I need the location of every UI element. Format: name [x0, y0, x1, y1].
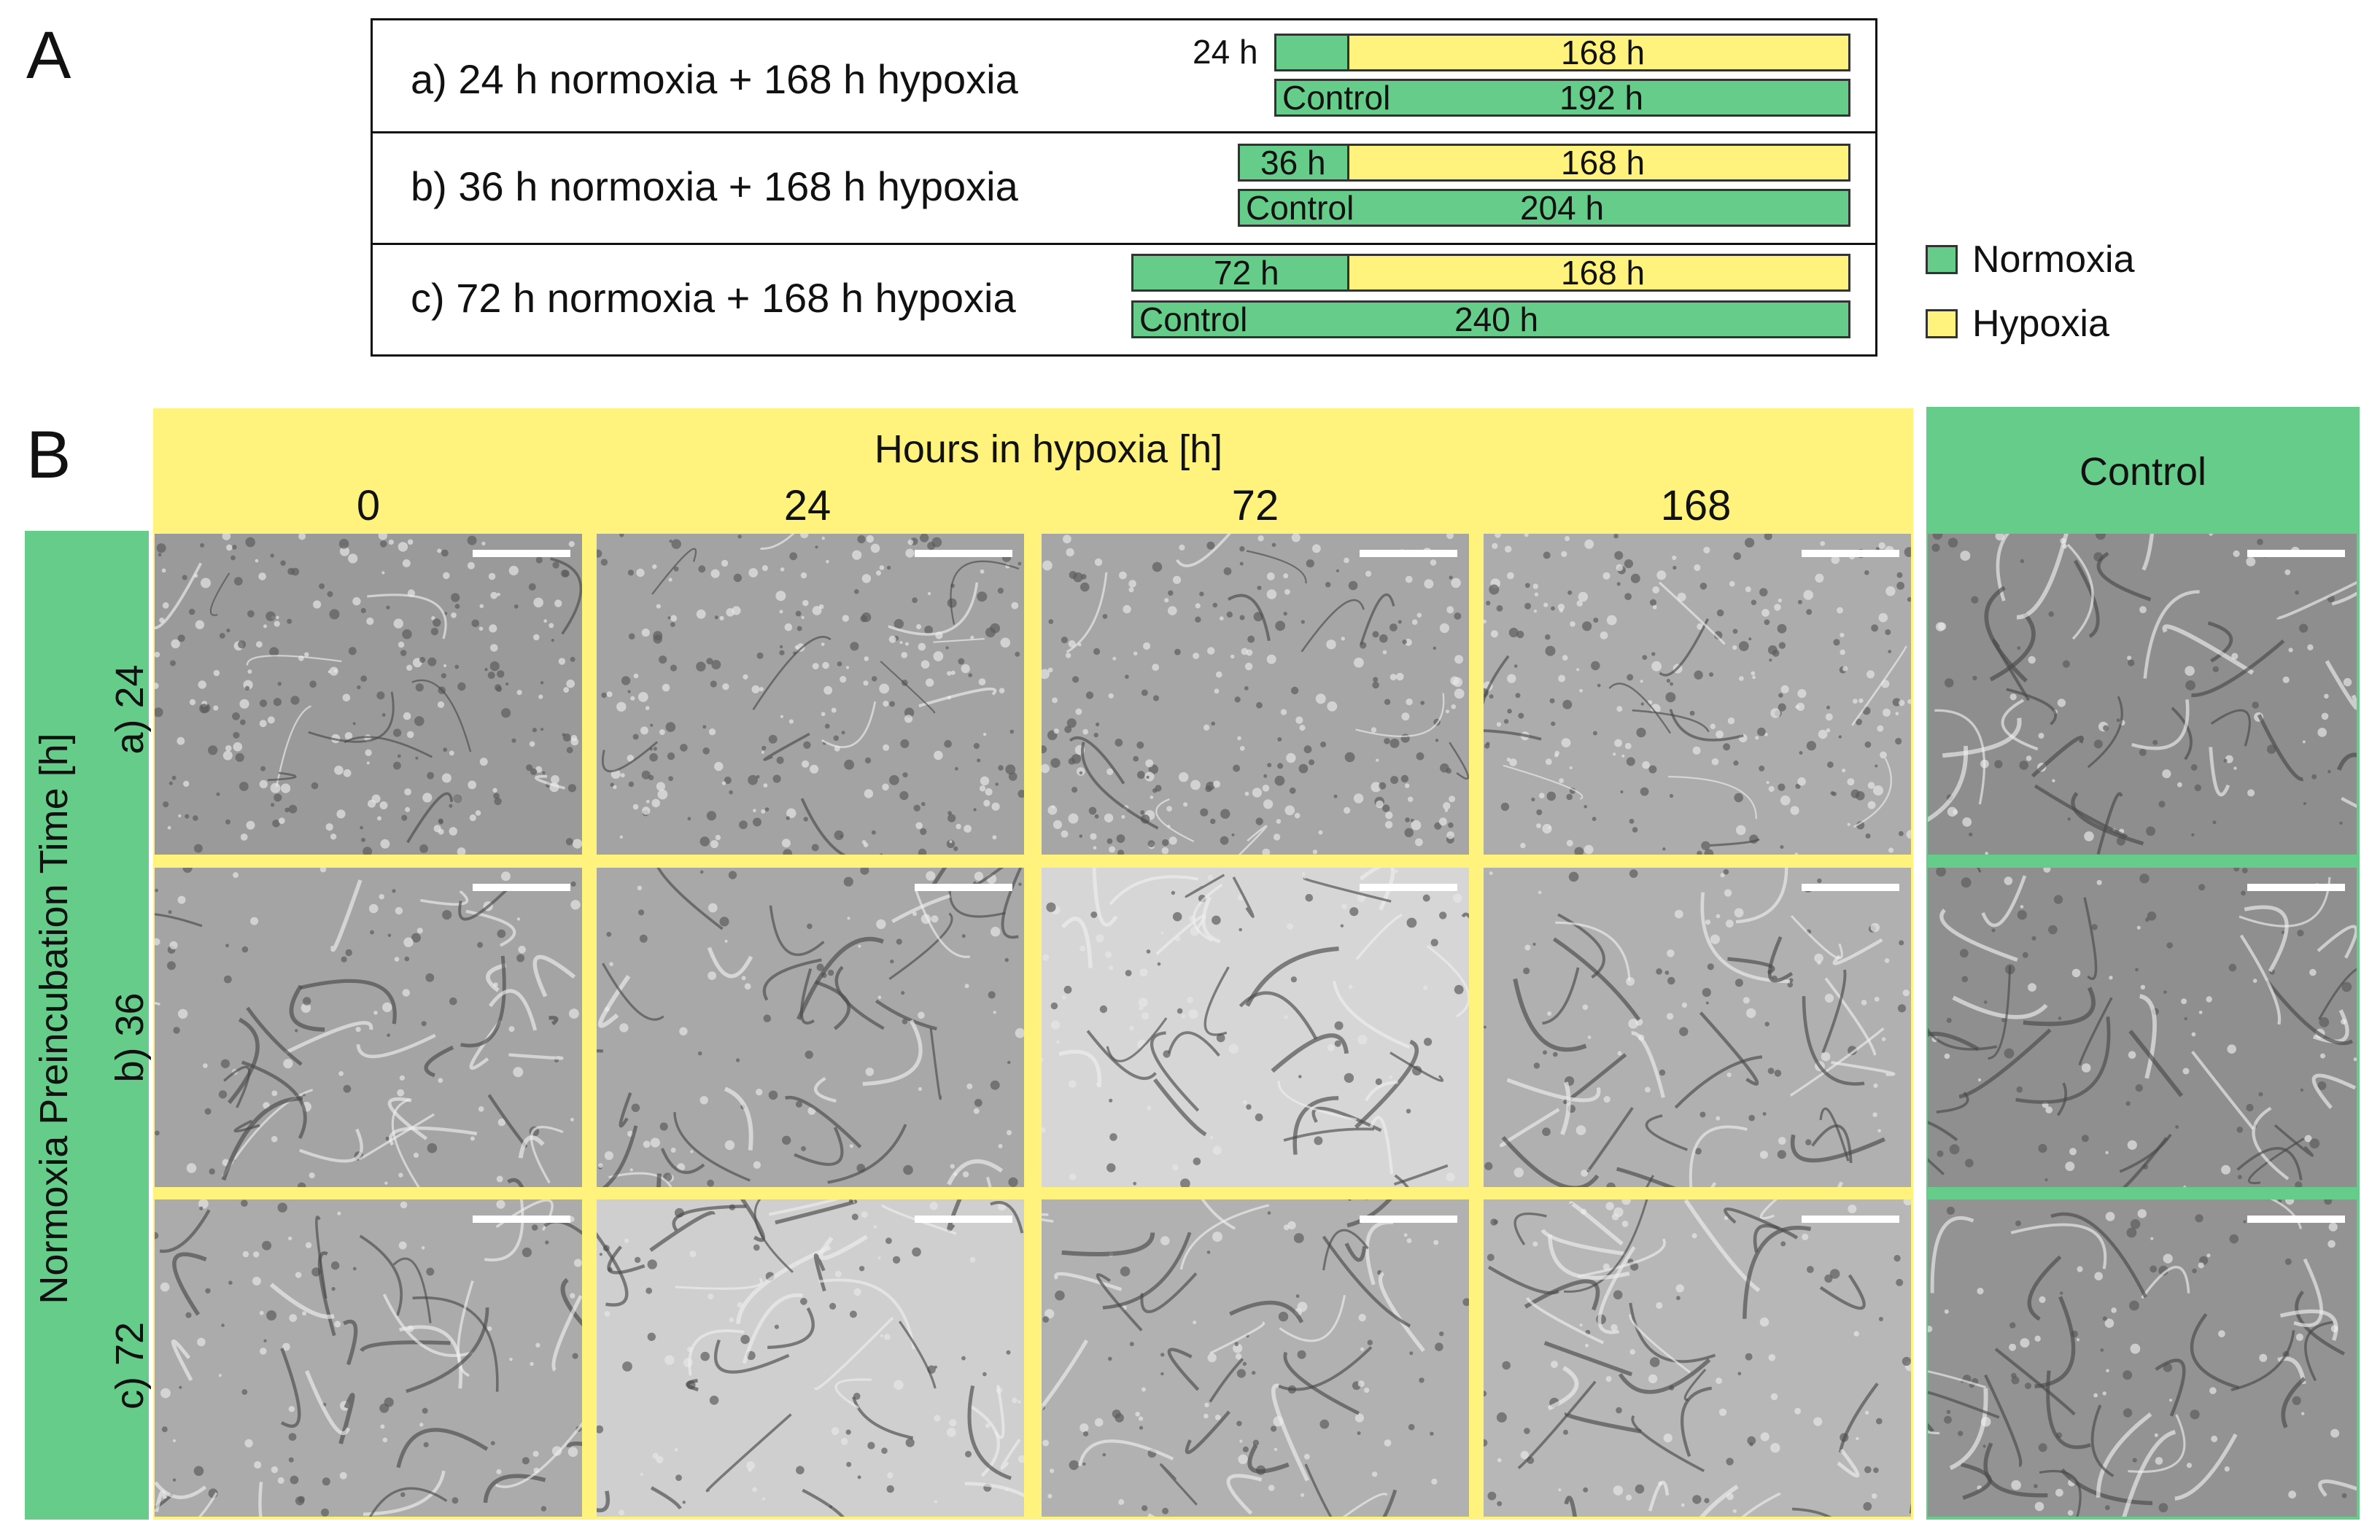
- micrograph-image: [597, 1199, 1024, 1517]
- micrograph-image: [1484, 534, 1911, 855]
- micrograph-image: [1484, 1199, 1911, 1517]
- legend-label-normoxia: Normoxia: [1972, 238, 2135, 281]
- control-bar-label: Control: [1282, 79, 1391, 117]
- control-bar-time: 192 h: [1559, 79, 1644, 117]
- micrograph-image: [155, 534, 582, 855]
- scale-bar: [1802, 1216, 1899, 1223]
- scale-bar: [915, 1216, 1012, 1223]
- hypoxia-bar: 168 h: [1347, 34, 1850, 71]
- schematic-row-c: c) 72 h normoxia + 168 h hypoxia 72 h 16…: [373, 245, 1875, 354]
- scale-bar: [1360, 550, 1457, 557]
- hypoxia-bar-label: 168 h: [1561, 144, 1646, 182]
- control-bar-label: Control: [1139, 300, 1248, 338]
- schematic-row-label: b) 36 h normoxia + 168 h hypoxia: [411, 163, 1018, 209]
- panel-b-letter: B: [26, 418, 71, 492]
- schematic-box: a) 24 h normoxia + 168 h hypoxia 24 h 16…: [371, 18, 1877, 357]
- scale-bar: [473, 884, 570, 891]
- row-label-b: b) 36: [108, 992, 152, 1083]
- row-label-c: c) 72: [108, 1321, 152, 1410]
- control-bar-time: 204 h: [1520, 189, 1605, 227]
- scale-bar: [2247, 884, 2345, 891]
- control-bar-time: 240 h: [1454, 300, 1539, 338]
- scale-bar: [915, 550, 1012, 557]
- normoxia-time-label: 24 h: [1193, 33, 1258, 71]
- hypoxia-header-title: Hours in hypoxia [h]: [874, 427, 1223, 471]
- micrograph-image: [1042, 868, 1469, 1187]
- column-label-24: 24: [783, 482, 832, 529]
- scale-bar: [473, 1216, 570, 1223]
- micrograph-image: [597, 534, 1024, 855]
- hypoxia-header: [153, 408, 1913, 532]
- scale-bar: [1360, 884, 1457, 891]
- hypoxia-bar: 168 h: [1347, 254, 1850, 292]
- schematic-row-a: a) 24 h normoxia + 168 h hypoxia 24 h 16…: [373, 20, 1875, 133]
- legend-swatch-hypoxia: [1926, 309, 1958, 338]
- control-bar: Control 192 h: [1274, 79, 1850, 117]
- normoxia-bar-label: 72 h: [1214, 254, 1279, 292]
- control-bar-label: Control: [1246, 189, 1354, 227]
- micrograph-image: [1928, 868, 2357, 1187]
- column-label-72: 72: [1231, 482, 1279, 529]
- micrograph-image: [155, 868, 582, 1187]
- hypoxia-bar: 168 h: [1347, 144, 1850, 182]
- scale-bar: [2247, 1216, 2345, 1223]
- control-header-label: Control: [2079, 450, 2207, 494]
- micrograph-image: [155, 1199, 582, 1517]
- schematic-row-label: a) 24 h normoxia + 168 h hypoxia: [411, 56, 1018, 102]
- scale-bar: [1802, 884, 1899, 891]
- control-bar: Control 240 h: [1131, 300, 1850, 338]
- hypoxia-bar-label: 168 h: [1561, 254, 1646, 292]
- micrograph-image: [1042, 534, 1469, 855]
- normoxia-bar: 72 h: [1131, 254, 1349, 292]
- micrograph-image: [1042, 1199, 1469, 1517]
- scale-bar: [1360, 1216, 1457, 1223]
- scale-bar: [2247, 550, 2345, 557]
- row-axis-label: Normoxia Preincubation Time [h]: [32, 733, 76, 1304]
- scale-bar: [473, 550, 570, 557]
- row-axis-bar: [25, 531, 149, 1520]
- legend-swatch-normoxia: [1926, 245, 1958, 274]
- schematic-row-b: b) 36 h normoxia + 168 h hypoxia 36 h 16…: [373, 133, 1875, 245]
- control-bar: Control 204 h: [1238, 189, 1850, 227]
- micrograph-image: [1928, 534, 2357, 855]
- row-label-a: a) 24: [108, 664, 152, 755]
- column-label-168: 168: [1660, 482, 1732, 529]
- hypoxia-bar-label: 168 h: [1561, 34, 1646, 71]
- scale-bar: [1802, 550, 1899, 557]
- column-label-0: 0: [356, 482, 381, 529]
- schematic-row-label: c) 72 h normoxia + 168 h hypoxia: [411, 275, 1016, 321]
- scale-bar: [915, 884, 1012, 891]
- normoxia-bar-label: 36 h: [1260, 144, 1326, 182]
- micrograph-image: [597, 868, 1024, 1187]
- legend-label-hypoxia: Hypoxia: [1972, 303, 2109, 345]
- control-header: [1926, 407, 2360, 532]
- normoxia-bar: 36 h: [1238, 144, 1349, 182]
- panel-a-letter: A: [26, 18, 71, 93]
- micrograph-image: [1928, 1199, 2357, 1517]
- micrograph-image: [1484, 868, 1911, 1187]
- normoxia-bar: [1274, 34, 1349, 71]
